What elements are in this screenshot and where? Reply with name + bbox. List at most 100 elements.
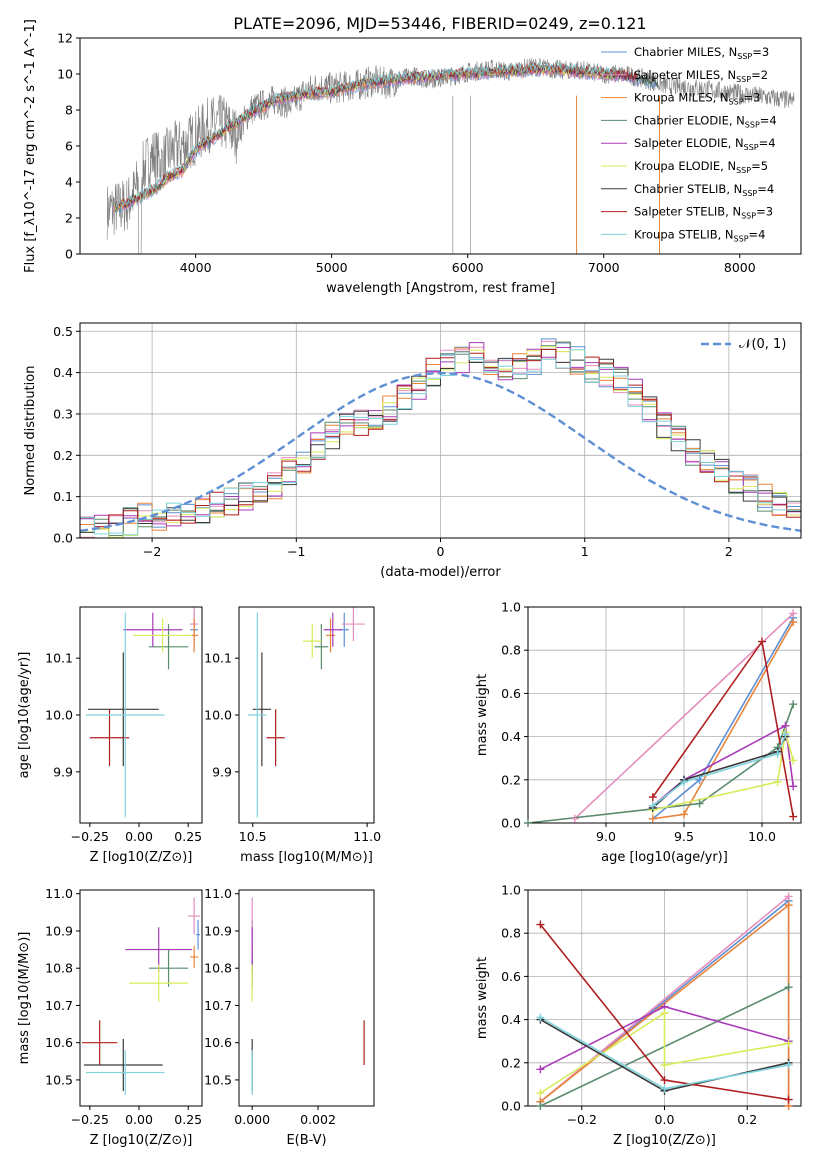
marker-salpeter_stelib	[758, 637, 766, 646]
y-axis-label: mass weight	[475, 674, 490, 756]
histogram-salpeter_stelib	[80, 348, 801, 528]
y-tick-label: 10.9	[45, 923, 73, 938]
marker-kroupa_miles	[789, 618, 798, 627]
y-tick-label: 0.4	[501, 1012, 521, 1027]
legend-label-chabrier_miles: Chabrier MILES, NSSP=3	[634, 45, 769, 61]
z_age-panel: −0.25 0.00 0.25 9.9 10.0 10.1 Z [log10(Z/Z⊙)] a…	[17, 606, 203, 865]
x-tick-label: −0.25	[71, 1112, 109, 1127]
mass_age-panel: 10.5 11.0 9.9 10.0 10.1 mass [log10(M/M⊙)]	[204, 606, 381, 865]
spectrum-panel: 4000 5000 6000 7000 8000 0 2 4 6 8 10 12 wavelength …	[23, 19, 802, 296]
y-tick-label: 10.8	[204, 961, 232, 976]
marker-kroupa_miles	[648, 814, 657, 823]
marker-salpeter_elodie	[789, 782, 798, 791]
x-tick-label: 10.5	[239, 829, 267, 844]
y-tick-label: 0.3	[53, 406, 73, 421]
x-tick-label: 0.25	[174, 829, 202, 844]
marker-kroupa_elodie	[536, 1089, 545, 1098]
legend-label-salpeter_stelib: Salpeter STELIB, NSSP=3	[634, 205, 773, 221]
x-tick-label: 0	[437, 544, 445, 559]
y-tick-label: 10.6	[45, 1035, 73, 1050]
x-tick-label: 0.000	[234, 1112, 270, 1127]
y-tick-label: 0.0	[501, 1099, 521, 1114]
y-tick-label: 9.9	[53, 764, 73, 779]
z_mass-plot-area	[81, 897, 201, 1095]
x-axis-label: Z [log10(Z/Z⊙)]	[90, 1133, 193, 1148]
residuals-panel: −2 −1 0 1 2 0.0 0.1 0.2 0.3 0.4 0.5 (data-model)/er…	[23, 322, 802, 580]
legend-label-kroupa_elodie: Kroupa ELODIE, NSSP=5	[634, 159, 768, 175]
marker-salpeter_stelib	[789, 812, 798, 821]
y-tick-label: 0.5	[53, 324, 73, 339]
series-line-salpeter_elodie	[652, 724, 794, 807]
x-tick-label: 2	[725, 544, 733, 559]
y-tick-label: 0.2	[501, 772, 521, 787]
marker-chabrier_elodie	[524, 819, 532, 827]
spectrum-plot-area	[106, 57, 795, 254]
x-axis-label: Z [log10(Z/Z⊙)]	[90, 850, 193, 865]
normal-distribution-curve	[80, 371, 801, 532]
marker-salpeter_stelib	[660, 1076, 669, 1085]
y-tick-label: 0.0	[53, 531, 73, 546]
y-tick-label: 10.6	[204, 1035, 232, 1050]
marker-chabrier_elodie	[784, 983, 793, 992]
residuals-plot-area	[80, 338, 801, 538]
spectrum-legend: Chabrier MILES, NSSP=3 Salpeter MILES, NS…	[601, 45, 777, 243]
x-tick-label: −2	[143, 544, 161, 559]
y-tick-label: 0.2	[53, 448, 73, 463]
marker-kroupa_stelib	[773, 749, 782, 758]
x-tick-label: −1	[287, 544, 305, 559]
y-tick-label: 10.9	[204, 923, 232, 938]
age_weight-frame	[527, 606, 802, 824]
y-tick-label: 1.0	[501, 883, 521, 898]
x-axis-label: wavelength [Angstrom, rest frame]	[326, 281, 555, 296]
legend-label-kroupa_stelib: Kroupa STELIB, NSSP=4	[634, 227, 765, 243]
y-tick-label: 10.7	[204, 998, 232, 1013]
x-tick-label: 0.25	[174, 1112, 202, 1127]
y-tick-label: 0.1	[53, 489, 73, 504]
x-axis-label: mass [log10(M/M⊙)]	[240, 850, 373, 865]
x-tick-label: 1	[581, 544, 589, 559]
y-tick-label: 12	[57, 31, 73, 46]
z_mass-frame	[79, 889, 203, 1107]
y-tick-label: 0.8	[501, 643, 521, 658]
marker-salpeter_stelib	[784, 1095, 793, 1104]
marker-salpeter_miles	[570, 814, 579, 823]
series-line-kroupa_stelib	[652, 734, 787, 807]
marker-kroupa_elodie	[773, 777, 782, 786]
marker-chabrier_elodie	[695, 799, 704, 808]
y-tick-label: 6	[65, 139, 73, 154]
y-tick-label: 10.5	[45, 1072, 73, 1087]
age_weight-panel: 9.0 9.5 10.0 0.0 0.2 0.4 0.6 0.8 1.0 age [log10(a…	[475, 600, 802, 865]
y-tick-label: 11.0	[45, 886, 73, 901]
x-tick-label: 0.002	[300, 1112, 336, 1127]
marker-salpeter_stelib	[536, 920, 545, 929]
x-tick-label: 10.0	[748, 829, 776, 844]
x-tick-label: 7000	[588, 260, 620, 275]
marker-kroupa_elodie	[660, 1009, 669, 1018]
x-tick-label: 4000	[180, 260, 212, 275]
z_age-plot-area	[85, 607, 199, 818]
x-tick-label: 0.00	[125, 829, 153, 844]
marker-kroupa_stelib	[660, 1084, 669, 1093]
marker-kroupa_elodie	[789, 756, 798, 765]
marker-chabrier_miles	[695, 775, 704, 784]
z_mass-panel: −0.25 0.00 0.25 10.5 10.6 10.7 10.8 10.9 11.0 Z […	[17, 886, 203, 1148]
x-tick-label: −0.2	[567, 1112, 597, 1127]
legend-label-salpeter_miles: Salpeter MILES, NSSP=2	[634, 68, 768, 84]
x-tick-label: 0.0	[655, 1112, 675, 1127]
figure-title: PLATE=2096, MJD=53446, FIBERID=0249, z=0…	[233, 14, 646, 33]
x-tick-label: 9.0	[596, 829, 616, 844]
y-axis-label: age [log10(age/yr)]	[17, 652, 32, 779]
marker-kroupa_stelib	[536, 1013, 545, 1022]
histogram-salpeter_elodie	[80, 342, 801, 527]
marker-kroupa_stelib	[784, 1060, 793, 1069]
marker-kroupa_stelib	[781, 730, 790, 739]
y-tick-label: 11.0	[204, 886, 232, 901]
y-tick-label: 8	[65, 103, 73, 118]
x-axis-label: Z [log10(Z/Z⊙)]	[613, 1133, 716, 1148]
marker-kroupa_stelib	[648, 801, 657, 810]
x-tick-label: 6000	[452, 260, 484, 275]
y-tick-label: 10.8	[45, 961, 73, 976]
marker-kroupa_miles	[680, 810, 688, 819]
y-tick-label: 10.5	[204, 1072, 232, 1087]
